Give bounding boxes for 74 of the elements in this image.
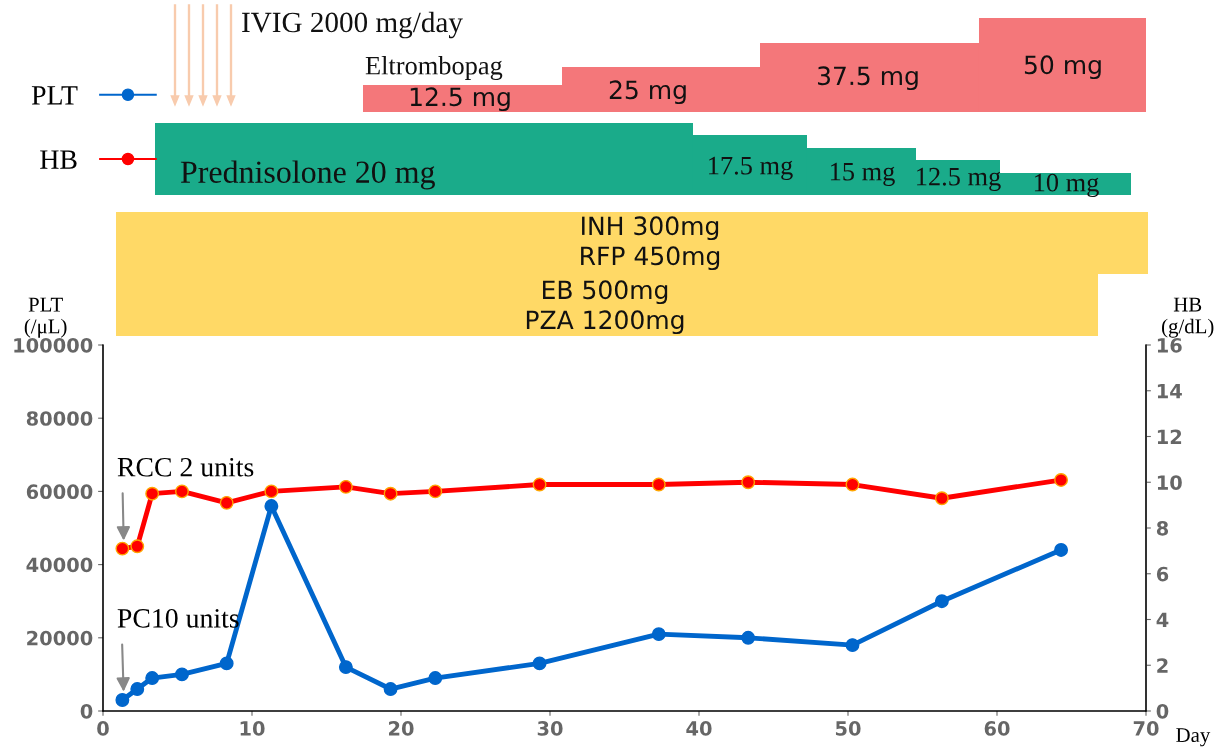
- y2-tick-label: 2: [1157, 658, 1168, 673]
- y-tick-label: 40000: [26, 557, 93, 573]
- text: PZA 1200mg: [526, 310, 684, 335]
- legend-label: PLT: [31, 86, 78, 105]
- y-tick-label: 60000: [26, 484, 93, 500]
- point: [428, 671, 443, 686]
- point: [383, 682, 398, 696]
- y2-tick-label: 14: [1157, 383, 1182, 399]
- y-tick-label: 20000: [27, 630, 93, 646]
- x-tick-label: 70: [1133, 721, 1159, 736]
- x-tick-label: 60: [984, 721, 1010, 736]
- x-axis-title: Day: [1176, 728, 1211, 747]
- text: 10 mg: [1034, 173, 1099, 197]
- annotation: RCC 2 units: [117, 457, 254, 477]
- point: [1054, 543, 1069, 557]
- point: [338, 660, 353, 675]
- x-tick-label: 20: [389, 721, 414, 736]
- y-tick-label: 0: [80, 703, 93, 719]
- y2-tick-label: 16: [1157, 337, 1182, 353]
- point: [264, 484, 279, 499]
- point: [428, 484, 443, 499]
- point: [130, 539, 145, 554]
- point: [130, 682, 145, 696]
- point: [651, 477, 666, 492]
- point: [115, 541, 130, 556]
- text: Prednisolone 20 mg: [180, 160, 435, 190]
- point: [651, 627, 666, 642]
- point: [383, 486, 398, 501]
- y2-tick-label: 10: [1157, 475, 1182, 490]
- point: [145, 486, 160, 501]
- text: EB 500mg: [543, 280, 668, 305]
- point: [532, 656, 547, 671]
- text: 50 mg: [1024, 55, 1101, 80]
- y2-tick-label: 8: [1156, 520, 1169, 536]
- text: INH 300mg: [582, 216, 719, 241]
- text: 12.5 mg: [410, 87, 510, 112]
- point: [845, 477, 860, 492]
- y2-tick-label: 4: [1156, 612, 1169, 627]
- point: [175, 667, 189, 682]
- x-tick-label: 30: [537, 721, 563, 736]
- point: [219, 495, 234, 510]
- point: [115, 693, 130, 707]
- y-tick-label: 80000: [26, 411, 93, 426]
- x-tick-label: 10: [240, 721, 265, 736]
- point: [338, 479, 353, 494]
- text: 37.5 mg: [817, 66, 918, 91]
- point: [145, 671, 160, 686]
- y2-tick-label: 0: [1156, 703, 1169, 719]
- text: 12.5 mg: [917, 167, 1001, 191]
- y2-tick-label: 12: [1157, 429, 1182, 444]
- x-tick-label: 40: [686, 721, 712, 736]
- y2-axis-title: HB (g/dL): [1162, 297, 1214, 338]
- point: [264, 499, 279, 513]
- x-tick-label: 50: [835, 721, 861, 736]
- text: 15 mg: [830, 162, 895, 186]
- text: 25 mg: [609, 80, 686, 105]
- point: [1054, 473, 1069, 487]
- text: Eltrombopag: [365, 56, 503, 80]
- text: 17.5 mg: [709, 156, 793, 180]
- point: [934, 491, 949, 506]
- point: [219, 656, 234, 671]
- point: [741, 630, 756, 645]
- point: [532, 477, 547, 492]
- point: [741, 475, 756, 490]
- y-axis-title: PLT (/μL): [24, 297, 67, 338]
- point: [845, 638, 860, 653]
- x-tick-label: 0: [97, 721, 109, 736]
- text: IVIG 2000 mg/day: [242, 11, 463, 39]
- point: [934, 594, 949, 609]
- y2-tick-label: 6: [1156, 566, 1169, 582]
- text: RFP 450mg: [581, 246, 720, 271]
- y-tick-label: 100000: [14, 337, 93, 353]
- legend-label: HB: [40, 150, 77, 169]
- point: [175, 484, 189, 499]
